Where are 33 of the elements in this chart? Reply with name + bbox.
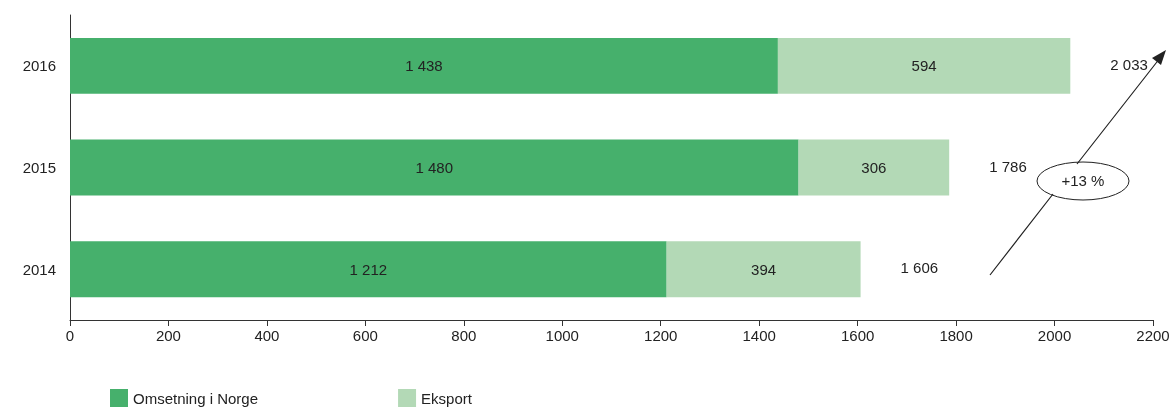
y-tick-label: 2016 — [22, 57, 56, 75]
bar — [70, 241, 667, 298]
annotation: +13 % — [1061, 172, 1105, 189]
x-tick-label: 2000 — [1037, 327, 1072, 344]
bar — [666, 241, 861, 298]
x-tick-label: 400 — [254, 327, 280, 344]
bar — [70, 139, 799, 196]
bar — [777, 37, 1071, 94]
legend-label: Omsetning i Norge — [133, 389, 259, 407]
x-tick-label: 0 — [65, 327, 75, 344]
y-tick-label: 2014 — [22, 260, 56, 278]
data-label: 1 212 — [349, 260, 388, 278]
x-tick-label: 800 — [451, 327, 477, 344]
x-tick-label: 1600 — [840, 327, 875, 344]
bar — [70, 37, 778, 94]
x-tick-label: 1000 — [545, 327, 579, 344]
data-label: 1 438 — [405, 57, 443, 75]
y-tick-label: 2015 — [22, 159, 56, 176]
total-label: 1 606 — [900, 259, 939, 277]
x-tick-label: 1200 — [644, 327, 678, 344]
x-tick-label: 600 — [352, 327, 378, 344]
total-label: 2 033 — [1110, 55, 1148, 73]
x-tick-label: 1400 — [742, 327, 776, 344]
x-tick-label: 1800 — [939, 327, 973, 344]
legend-label: Eksport — [421, 389, 473, 407]
bar — [798, 139, 950, 196]
data-label: 594 — [911, 57, 937, 75]
data-label: 306 — [861, 159, 887, 176]
total-label: 1 786 — [989, 157, 1027, 175]
x-tick-label: 200 — [155, 327, 181, 344]
data-label: 1 480 — [415, 159, 454, 176]
data-label: 394 — [751, 260, 777, 278]
x-tick-label: 2200 — [1136, 327, 1170, 344]
